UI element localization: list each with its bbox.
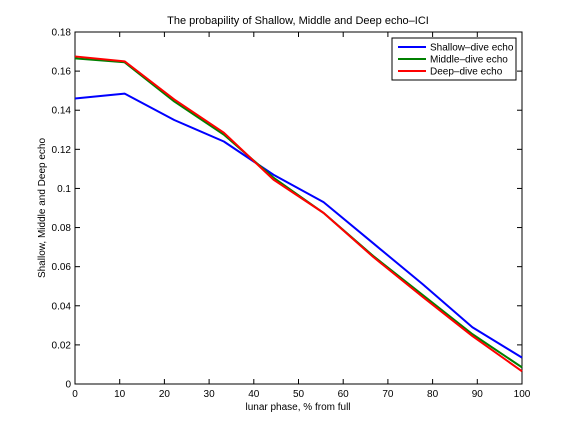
series-line-2: [74, 55, 523, 373]
y-tick-label: 0.04: [52, 301, 72, 312]
series-line-0: [74, 92, 523, 359]
y-tick-label: 0.12: [52, 145, 72, 156]
y-tick-label: 0.08: [52, 223, 72, 234]
y-tick-label: 0.18: [52, 28, 72, 39]
y-tick-label: 0.14: [52, 106, 72, 117]
plot-area: 0 10 20 30 40 50 60 70 80 90 100 0 0.02 0.04 0.06 0.08 0…: [52, 28, 531, 401]
y-tick-label: 0.16: [52, 67, 72, 78]
x-tick-label: 60: [338, 389, 350, 400]
x-axis-label: lunar phase, % from full: [245, 402, 350, 413]
chart-title: The probapility of Shallow, Middle and D…: [167, 15, 429, 27]
x-tick-label: 80: [427, 389, 439, 400]
x-tick-label: 10: [114, 389, 126, 400]
y-tick-label: 0.02: [52, 340, 72, 351]
x-tick-label: 0: [72, 389, 78, 400]
x-tick-label: 40: [248, 389, 260, 400]
legend-label: Deep–dive echo: [430, 67, 503, 78]
y-tick-label: 0: [65, 380, 71, 391]
series-line-1: [74, 57, 523, 369]
x-tick-label: 70: [382, 389, 394, 400]
x-tick-label: 100: [514, 389, 531, 400]
legend-label: Middle–dive echo: [430, 55, 508, 66]
x-tick-label: 30: [204, 389, 216, 400]
x-tick-label: 50: [293, 389, 305, 400]
plot-frame: [74, 31, 523, 385]
x-tick-label: 90: [472, 389, 484, 400]
x-tick-label: 20: [159, 389, 171, 400]
y-axis-label: Shallow, Middle and Deep echo: [37, 138, 48, 279]
y-tick-label: 0.1: [57, 184, 71, 195]
legend-label: Shallow–dive echo: [430, 43, 514, 54]
y-tick-label: 0.06: [52, 262, 72, 273]
